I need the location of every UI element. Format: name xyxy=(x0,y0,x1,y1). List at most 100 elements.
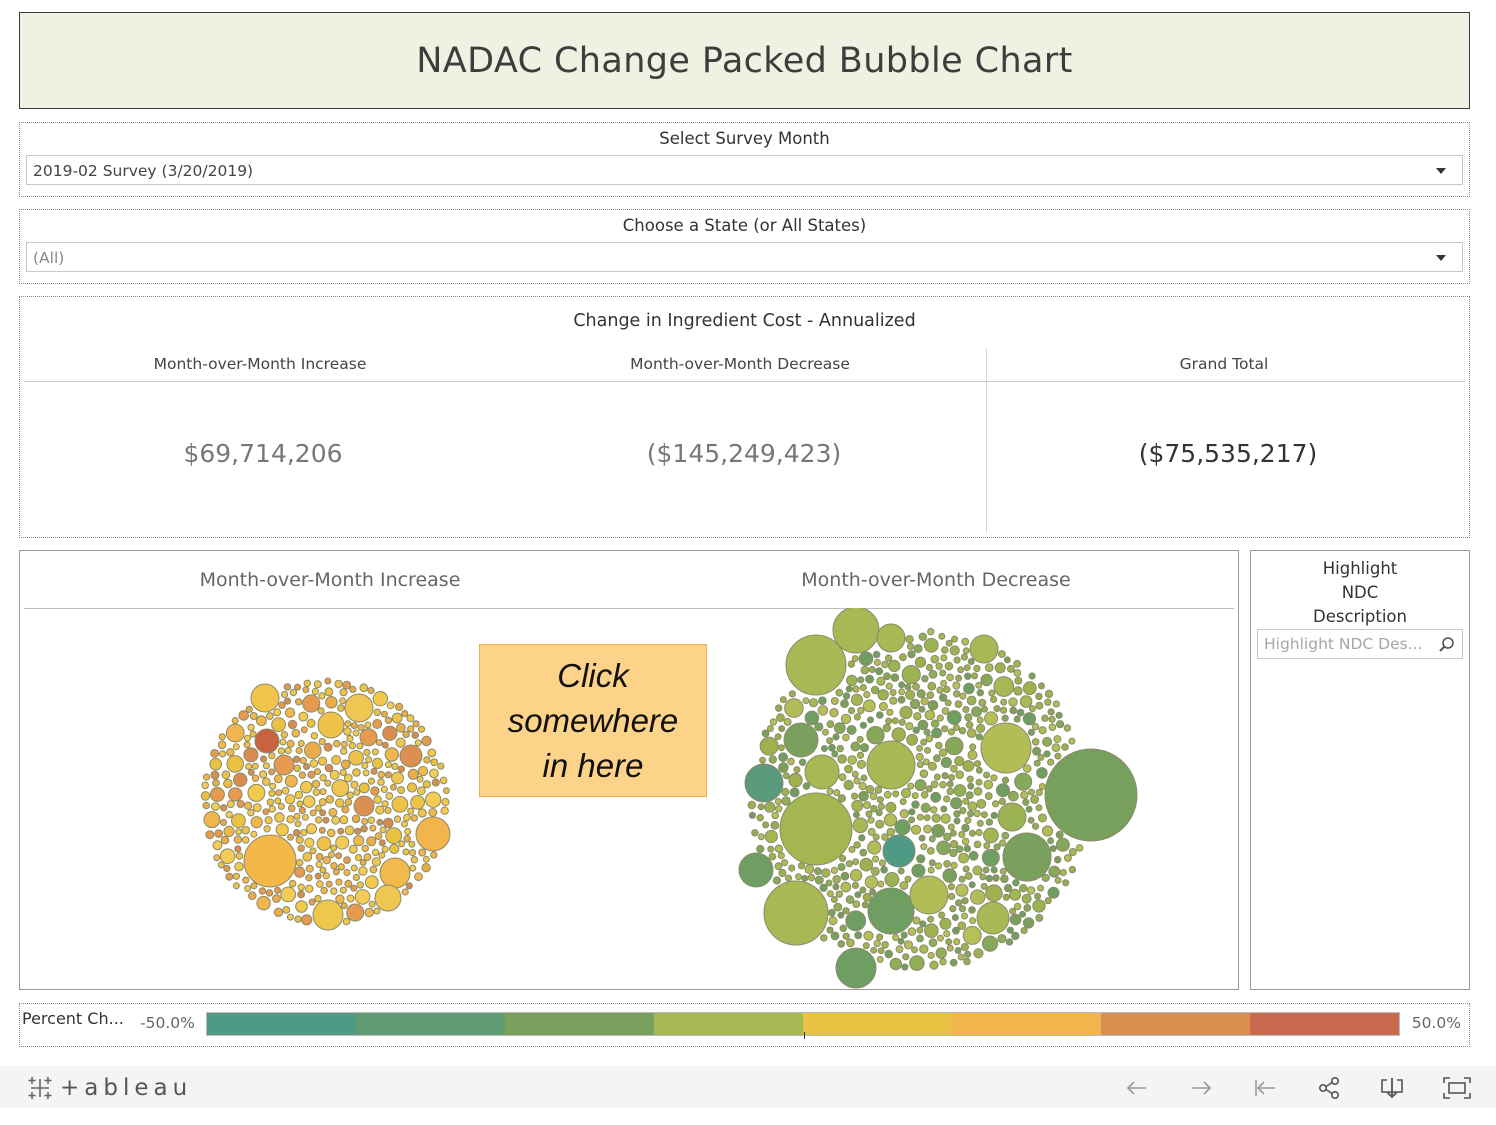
state-dropdown[interactable]: (All) xyxy=(26,242,1463,272)
drug-bubble[interactable] xyxy=(274,797,282,805)
drug-bubble[interactable] xyxy=(357,724,365,731)
drug-bubble[interactable] xyxy=(980,673,993,687)
drug-bubble[interactable] xyxy=(860,774,868,782)
drug-bubble[interactable] xyxy=(870,866,880,876)
drug-bubble[interactable] xyxy=(899,798,907,806)
drug-bubble[interactable] xyxy=(820,745,828,752)
drug-bubble[interactable] xyxy=(944,699,952,707)
drug-bubble[interactable] xyxy=(1075,844,1084,852)
drug-bubble[interactable] xyxy=(935,662,943,670)
drug-bubble[interactable] xyxy=(342,917,351,926)
drug-bubble[interactable] xyxy=(1028,672,1036,680)
drug-bubble[interactable] xyxy=(962,925,982,945)
drug-bubble[interactable] xyxy=(856,735,864,743)
drug-bubble[interactable] xyxy=(832,883,840,891)
drug-bubble[interactable] xyxy=(247,768,255,776)
drug-bubble[interactable] xyxy=(954,947,962,954)
drug-bubble[interactable] xyxy=(356,742,364,750)
drug-bubble[interactable] xyxy=(1063,854,1072,862)
drug-bubble[interactable] xyxy=(374,884,402,912)
drug-bubble[interactable] xyxy=(308,898,316,906)
drug-bubble[interactable] xyxy=(826,720,835,729)
drug-bubble[interactable] xyxy=(953,656,961,664)
drug-bubble[interactable] xyxy=(886,827,896,837)
drug-bubble[interactable] xyxy=(1068,737,1076,745)
drug-bubble[interactable] xyxy=(1035,788,1043,797)
drug-bubble[interactable] xyxy=(875,819,885,829)
drug-bubble[interactable] xyxy=(817,705,829,716)
drug-bubble[interactable] xyxy=(931,813,941,823)
drug-bubble[interactable] xyxy=(920,738,928,746)
drug-bubble[interactable] xyxy=(772,876,782,885)
drug-bubble[interactable] xyxy=(965,721,974,729)
drug-bubble[interactable] xyxy=(309,847,317,855)
drug-bubble[interactable] xyxy=(287,833,294,841)
drug-bubble[interactable] xyxy=(820,934,828,942)
drug-bubble[interactable] xyxy=(247,809,255,817)
drug-bubble[interactable] xyxy=(1027,816,1035,824)
drug-bubble[interactable] xyxy=(1009,907,1017,915)
drug-bubble[interactable] xyxy=(885,682,893,690)
drug-bubble[interactable] xyxy=(320,886,328,895)
drug-bubble[interactable] xyxy=(306,718,316,728)
drug-bubble[interactable] xyxy=(1052,700,1061,708)
drug-bubble[interactable] xyxy=(884,949,894,959)
drug-bubble[interactable] xyxy=(1020,790,1029,800)
drug-bubble[interactable] xyxy=(923,637,939,653)
drug-bubble[interactable] xyxy=(958,875,966,883)
drug-bubble[interactable] xyxy=(872,833,880,841)
drug-bubble[interactable] xyxy=(953,810,961,818)
drug-bubble[interactable] xyxy=(1020,927,1028,935)
drug-bubble[interactable] xyxy=(975,766,983,774)
drug-bubble[interactable] xyxy=(958,905,967,913)
drug-bubble[interactable] xyxy=(909,955,925,971)
drug-bubble[interactable] xyxy=(250,816,263,829)
drug-bubble[interactable] xyxy=(383,817,394,829)
drug-bubble[interactable] xyxy=(847,660,856,668)
drug-bubble[interactable] xyxy=(913,712,922,721)
drug-bubble[interactable] xyxy=(900,931,908,939)
drug-bubble[interactable] xyxy=(842,692,851,700)
drug-bubble[interactable] xyxy=(930,806,938,814)
drug-bubble[interactable] xyxy=(983,842,991,850)
drug-bubble[interactable] xyxy=(243,834,297,888)
drug-bubble[interactable] xyxy=(957,666,965,674)
drug-bubble[interactable] xyxy=(889,696,898,705)
drug-bubble[interactable] xyxy=(778,762,789,773)
drug-bubble[interactable] xyxy=(1047,837,1055,845)
drug-bubble[interactable] xyxy=(353,835,365,847)
drug-bubble[interactable] xyxy=(763,880,829,946)
drug-bubble[interactable] xyxy=(335,835,350,850)
drug-bubble[interactable] xyxy=(768,755,777,764)
drug-bubble[interactable] xyxy=(367,816,375,824)
drug-bubble[interactable] xyxy=(944,661,954,671)
drug-bubble[interactable] xyxy=(354,827,362,835)
drug-bubble[interactable] xyxy=(1021,893,1032,904)
drug-bubble[interactable] xyxy=(952,724,960,732)
drug-bubble[interactable] xyxy=(351,814,361,824)
drug-bubble[interactable] xyxy=(248,891,257,901)
drug-bubble[interactable] xyxy=(373,708,382,717)
drug-bubble[interactable] xyxy=(366,836,377,847)
drug-bubble[interactable] xyxy=(344,798,353,806)
drug-bubble[interactable] xyxy=(381,741,389,749)
drug-bubble[interactable] xyxy=(1055,837,1070,852)
drug-bubble[interactable] xyxy=(906,733,918,746)
drug-bubble[interactable] xyxy=(840,713,852,725)
drug-bubble[interactable] xyxy=(955,674,963,682)
drug-bubble[interactable] xyxy=(981,848,1000,867)
drug-bubble[interactable] xyxy=(212,779,220,787)
drug-bubble[interactable] xyxy=(846,725,857,735)
drug-bubble[interactable] xyxy=(916,854,926,864)
drug-bubble[interactable] xyxy=(919,920,927,928)
drug-bubble[interactable] xyxy=(840,881,852,893)
drug-bubble[interactable] xyxy=(953,784,967,797)
drug-bubble[interactable] xyxy=(767,845,775,853)
drug-bubble[interactable] xyxy=(341,805,350,814)
drug-bubble[interactable] xyxy=(873,658,882,667)
drug-bubble[interactable] xyxy=(410,795,426,810)
drug-bubble[interactable] xyxy=(993,705,1001,713)
drug-bubble[interactable] xyxy=(969,917,977,925)
drug-bubble[interactable] xyxy=(353,788,361,796)
drug-bubble[interactable] xyxy=(870,685,880,695)
